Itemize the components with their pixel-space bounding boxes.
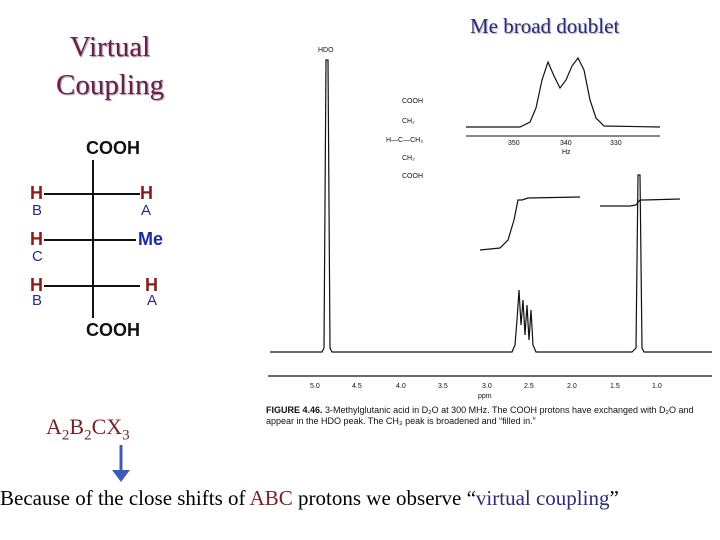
- caption-suffix: ”: [609, 486, 619, 510]
- top-cooh: COOH: [86, 138, 140, 158]
- caption-prefix: Because of the close shifts of: [0, 486, 250, 510]
- row1-left-atom: H: [30, 183, 43, 203]
- row3-left-atom: H: [30, 275, 43, 295]
- formula-a: A: [46, 414, 62, 439]
- formula-x-sub: 3: [122, 427, 130, 444]
- ppm-tick: 1.0: [652, 383, 662, 390]
- ppm-tick: 5.0: [310, 383, 320, 390]
- row1-right-atom: H: [140, 183, 153, 203]
- formula-b: B: [69, 414, 85, 439]
- ppm-tick: 4.5: [352, 383, 362, 390]
- title-line-2: Coupling: [56, 69, 164, 101]
- spectrum-trace: [270, 59, 712, 353]
- ppm-tick: 3.0: [482, 383, 492, 390]
- ppm-unit: ppm: [478, 393, 492, 400]
- row2-left-atom: H: [30, 229, 43, 249]
- ppm-tick: 4.0: [396, 383, 406, 390]
- inset-me-doublet: [466, 56, 661, 128]
- formula-a-sub: 2: [61, 427, 70, 444]
- ppm-tick-labels: 5.0 4.5 4.0 3.5 3.0 2.5 2.0 1.5 1.0: [310, 383, 662, 390]
- bottom-caption: Because of the close shifts of ABC proto…: [0, 486, 619, 511]
- row1-left-label: B: [32, 202, 43, 219]
- ppm-tick: 2.5: [524, 383, 534, 390]
- caption-virtual-coupling: virtual coupling: [475, 486, 610, 510]
- title-line-1: Virtual: [69, 31, 151, 63]
- structure-bonds: [44, 160, 140, 318]
- formula-x: X: [106, 414, 123, 439]
- ppm-tick: 2.0: [567, 383, 577, 390]
- bottom-cooh: COOH: [86, 320, 140, 340]
- row3-right-atom: H: [145, 275, 158, 295]
- structure-diagram: COOH COOH H B H A H C Me H B H A: [0, 0, 260, 360]
- inset-structure-line: CH₂: [402, 155, 415, 162]
- formula-b-sub: 2: [84, 427, 92, 444]
- row2-left-label: C: [32, 248, 43, 265]
- inset-structure-line: H—C—CH₃: [386, 137, 423, 144]
- integral-curve-me: [600, 198, 681, 207]
- inset-tick: 330: [610, 140, 622, 147]
- inset-unit: Hz: [562, 149, 571, 156]
- figure-caption-text: 3-Methylglutanic acid in D₂O at 300 MHz.…: [266, 405, 694, 426]
- hdo-label: HDO: [318, 47, 334, 54]
- inset-structure: COOH CH₂ H—C—CH₃ CH₂ COOH: [386, 98, 423, 180]
- slide-title: Virtual Coupling: [30, 28, 190, 104]
- row1-right-label: A: [141, 202, 152, 219]
- integral-curve-ab: [479, 196, 581, 251]
- figure-caption-label: FIGURE 4.46.: [266, 405, 323, 415]
- inset-structure-line: CH₂: [402, 118, 415, 125]
- inset-tick: 350: [508, 140, 520, 147]
- row2-right-methyl: Me: [138, 229, 164, 249]
- inset-tick: 340: [560, 140, 572, 147]
- inset-structure-line: COOH: [402, 98, 423, 105]
- spin-system-formula: A2B2CX3: [46, 414, 130, 444]
- down-arrow-head: [112, 470, 130, 482]
- inset-structure-line: COOH: [402, 173, 423, 180]
- ppm-tick: 3.5: [438, 383, 448, 390]
- formula-c: C: [91, 414, 107, 439]
- row3-left-label: B: [32, 292, 43, 309]
- me-broad-doublet-heading: Me broad doublet: [470, 14, 620, 38]
- caption-abc: ABC: [249, 486, 293, 510]
- caption-middle: protons we observe “: [292, 486, 476, 510]
- row3-right-label: A: [147, 292, 158, 309]
- ppm-tick: 1.5: [610, 383, 620, 390]
- figure-caption: FIGURE 4.46. 3-Methylglutanic acid in D₂…: [266, 405, 706, 427]
